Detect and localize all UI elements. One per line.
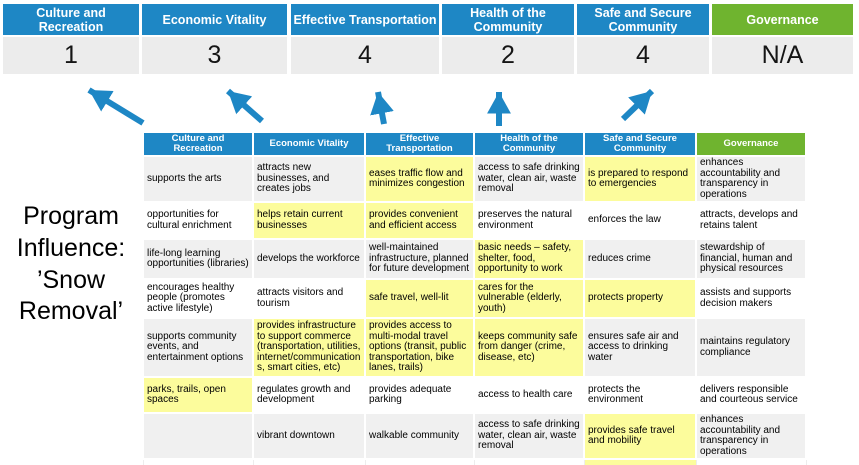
score-value: 1 [64,41,78,69]
influence-arrow-transportation [370,91,394,125]
matrix-row: opportunities for cultural enrichment hel… [142,201,807,240]
matrix-column-header-governance: Governance [695,131,807,157]
matrix-cell [473,458,585,465]
category-label: Economic Vitality [162,12,267,27]
category-score-effective-transportation: 4 [291,37,439,74]
matrix-cell: provides adequate parking [364,376,475,414]
matrix-row: vibrant downtown walkable community access… [142,412,807,460]
score-value: 3 [207,41,222,69]
matrix-cell [142,458,254,465]
matrix-cell: walkable community [364,412,475,460]
matrix-cell-highlighted: looks after it's most vulnerable [583,458,697,465]
matrix-cell-highlighted: helps retain current businesses [252,201,366,240]
category-score-culture-and-recreation: 1 [3,37,139,74]
matrix-cell: regulates growth and development [252,376,366,414]
category-score-safe-and-secure-community: 4 [577,37,709,74]
score-value: N/A [761,41,804,69]
matrix-cell: well-maintained infrastructure, planned … [364,238,475,280]
influence-matrix: Culture and Recreation Economic Vitality E… [142,131,807,465]
category-label: Governance [746,12,819,27]
matrix-cell-highlighted: parks, trails, open spaces [142,376,254,414]
matrix-column-header-safe-and-secure-community: Safe and Secure Community [583,131,697,157]
influence-arrow-culture [87,87,145,126]
category-card-effective-transportation: Effective Transportation [291,4,439,35]
matrix-cell-highlighted: is prepared to respond to emergencies [583,155,697,203]
category-card-safe-and-secure-community: Safe and Secure Community [577,4,709,35]
category-label: Health of the Community [470,5,546,34]
program-title: Program Influence: ’Snow Removal’ [16,202,126,326]
matrix-cell: access to safe drinking water, clean air… [473,412,585,460]
matrix-cell: life-long learning opportunities (librar… [142,238,254,280]
matrix-column-header-health-of-the-community: Health of the Community [473,131,585,157]
matrix-cell-highlighted: safe travel, well-lit [364,278,475,319]
matrix-row: looks after it's most vulnerable [142,458,807,465]
matrix-cell-highlighted: provides infrastructure to support comme… [252,317,366,378]
matrix-cell-highlighted: protects property [583,278,697,319]
score-value: 2 [501,41,515,69]
matrix-row: supports the arts attracts new businesses… [142,155,807,203]
matrix-cell: maintains regulatory compliance [695,317,807,378]
matrix-column-header-effective-transportation: Effective Transportation [364,131,475,157]
matrix-column-header-culture-and-recreation: Culture and Recreation [142,131,254,157]
matrix-cell: delivers responsible and courteous servi… [695,376,807,414]
matrix-cell: attracts, develops and retains talent [695,201,807,240]
category-label: Effective Transportation [293,12,437,27]
category-score-economic-vitality: 3 [142,37,287,74]
category-score-governance: N/A [712,37,853,74]
matrix-cell [252,458,366,465]
score-value: 4 [636,41,650,69]
matrix-cell [142,412,254,460]
category-score-health-of-the-community: 2 [442,37,574,74]
matrix-cell: preserves the natural environment [473,201,585,240]
matrix-cell-highlighted: basic needs – safety, shelter, food, opp… [473,238,585,280]
category-card-governance: Governance [712,4,853,35]
matrix-cell: supports community events, and entertain… [142,317,254,378]
matrix-cell: assists and supports decision makers [695,278,807,319]
matrix-cell: attracts new businesses, and creates job… [252,155,366,203]
matrix-cell: opportunities for cultural enrichment [142,201,254,240]
matrix-cell-highlighted: cares for the vulnerable (elderly, youth… [473,278,585,319]
category-card-culture-and-recreation: Culture and Recreation [3,4,139,35]
matrix-cell: enforces the law [583,201,697,240]
matrix-cell-highlighted: keeps community safe from danger (crime,… [473,317,585,378]
matrix-cell-highlighted: provides convenient and efficient access [364,201,475,240]
matrix-column-header-economic-vitality: Economic Vitality [252,131,366,157]
matrix-cell: access to health care [473,376,585,414]
matrix-cell: reduces crime [583,238,697,280]
matrix-cell: supports the arts [142,155,254,203]
matrix-cell: attracts visitors and tourism [252,278,366,319]
score-value: 4 [358,41,372,69]
matrix-cell: ensures safe air and access to drinking … [583,317,697,378]
matrix-row: parks, trails, open spaces regulates grow… [142,376,807,414]
category-label: Culture and Recreation [36,5,106,34]
matrix-cell: vibrant downtown [252,412,366,460]
matrix-cell: enhances accountability and transparency… [695,155,807,203]
matrix-cell [364,458,475,465]
influence-arrow-safe [620,88,655,122]
matrix-cell-highlighted: provides access to multi-modal travel op… [364,317,475,378]
matrix-row: encourages healthy people (promotes acti… [142,278,807,319]
matrix-cell: encourages healthy people (promotes acti… [142,278,254,319]
matrix-cell: access to safe drinking water, clean air… [473,155,585,203]
matrix-cell: stewardship of financial, human and phys… [695,238,807,280]
matrix-row: supports community events, and entertain… [142,317,807,378]
category-card-economic-vitality: Economic Vitality [142,4,287,35]
category-card-health-of-the-community: Health of the Community [442,4,574,35]
matrix-cell: enhances accountability and transparency… [695,412,807,460]
influence-arrow-economic [226,88,264,124]
matrix-cell-highlighted: eases traffic flow and minimizes congest… [364,155,475,203]
matrix-cell-highlighted: provides safe travel and mobility [583,412,697,460]
matrix-cell [695,458,807,465]
matrix-row: life-long learning opportunities (librar… [142,238,807,280]
matrix-header-row: Culture and Recreation Economic Vitality E… [142,131,807,157]
category-label: Safe and Secure Community [594,5,692,34]
matrix-cell: develops the workforce [252,238,366,280]
matrix-cell: protects the environment [583,376,697,414]
